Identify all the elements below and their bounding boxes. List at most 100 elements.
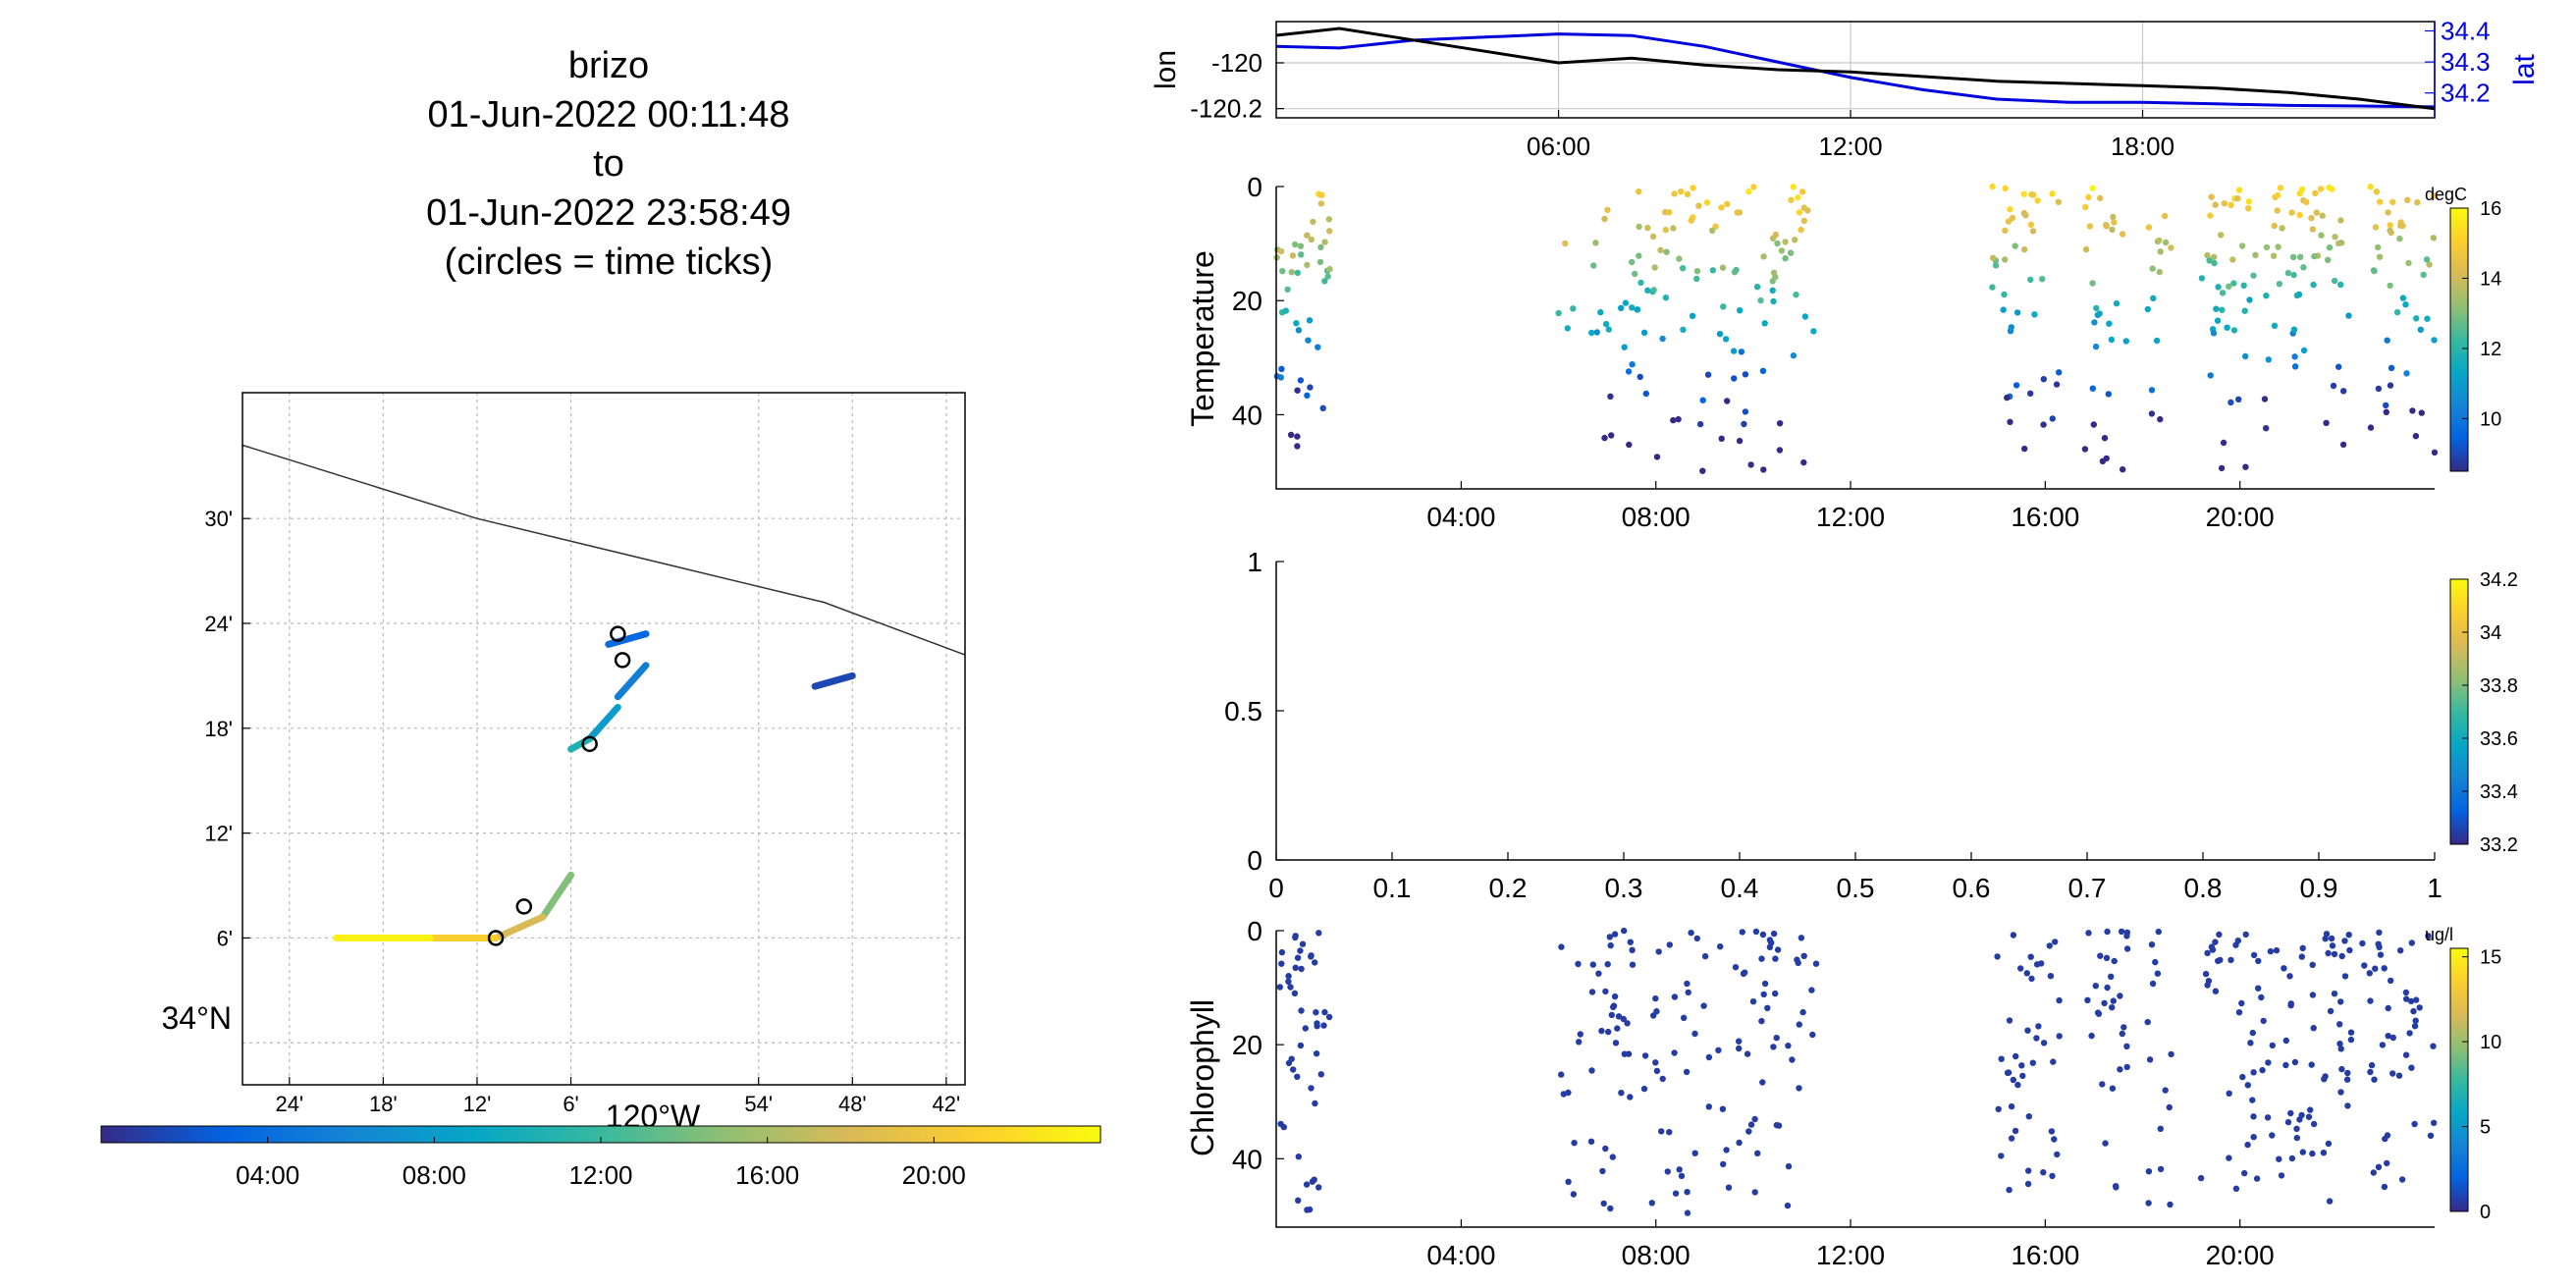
chlorophyll-point (1744, 1050, 1751, 1057)
chlorophyll-point (2110, 997, 2117, 1004)
temperature-point (1317, 243, 1324, 250)
temperature-point (2311, 252, 2318, 260)
chlorophyll-point (2298, 953, 2305, 960)
salinity-x-tick-label: 0.6 (1953, 873, 1991, 903)
salinity-panel: 0 0.1 0.2 0.3 0.4 0.5 0.6 0.7 0.8 0.9 110.50 34.23… (1224, 547, 2518, 903)
chlorophyll-point (1994, 953, 2001, 960)
temperature-point (2383, 402, 2389, 409)
track-segment (614, 662, 650, 701)
temperature-x-tick-label: 08:00 (1622, 502, 1690, 532)
chlorophyll-point (1754, 1150, 1761, 1157)
temperature-point (1657, 246, 1664, 253)
chlorophyll-point (1772, 990, 1779, 997)
temperature-point (2396, 235, 2403, 242)
temperature-point (1297, 377, 1305, 384)
salinity-colorbar-tick-label: 34 (2480, 622, 2501, 644)
temperature-point (2094, 311, 2101, 318)
chlorophyll-point (1315, 930, 1322, 937)
temperature-point (2399, 295, 2407, 301)
temperature-point (2007, 418, 2013, 425)
temperature-point (2211, 259, 2218, 267)
salinity-x-tick-label: 0.9 (2300, 873, 2338, 903)
chlorophyll-point (1627, 939, 1635, 945)
chlorophyll-point (2284, 1118, 2292, 1126)
chlorophyll-point (1759, 1079, 1766, 1086)
temperature-point (2106, 320, 2113, 327)
chlorophyll-point (1314, 1023, 1320, 1030)
temperature-point (2148, 410, 2156, 417)
chlorophyll-point (1736, 1045, 1743, 1052)
temperature-point (1736, 437, 1744, 445)
temperature-point (2153, 337, 2161, 345)
temperature-point (2417, 326, 2424, 333)
chlorophyll-point (1773, 1035, 1780, 1042)
chlorophyll-point (2402, 1051, 2410, 1058)
map-grid (242, 393, 965, 1085)
chlorophyll-point (1587, 1138, 1595, 1146)
temperature-point (2291, 353, 2298, 360)
chlorophyll-points (1276, 927, 2438, 1216)
temperature-point (2296, 211, 2303, 219)
temperature-y-tick-label: 20 (1232, 286, 1262, 316)
chlorophyll-point (1589, 961, 1597, 968)
chlorophyll-point (2025, 1167, 2032, 1174)
chlorophyll-point (1658, 1128, 1665, 1135)
chlorophyll-point (1796, 1085, 1802, 1092)
chlorophyll-point (2168, 1050, 2174, 1058)
chlorophyll-point (2239, 1073, 2246, 1081)
temperature-point (1284, 286, 1291, 293)
chlorophyll-point (1292, 964, 1299, 971)
chlorophyll-point (1652, 1059, 1659, 1066)
chlorophyll-point (2212, 939, 2219, 945)
temperature-point (1699, 467, 1706, 474)
temperature-point (2156, 237, 2163, 244)
temperature-point (2235, 396, 2242, 402)
temperature-point (1693, 275, 1700, 283)
temperature-point (1588, 329, 1595, 337)
chlorophyll-point (1285, 973, 1292, 980)
temperature-point (2021, 246, 2028, 253)
chlorophyll-point (1715, 1046, 1722, 1054)
temperature-point (2241, 307, 2248, 314)
temperature-point (2227, 201, 2234, 208)
temperature-point (1693, 268, 1701, 275)
lon-series-line (1275, 27, 2436, 111)
chlorophyll-point (2338, 1065, 2345, 1073)
chlorophyll-point (1676, 1166, 1683, 1173)
lon-y-tick-label: -120 (1211, 48, 1262, 78)
temperature-point (2089, 280, 2096, 287)
chlorophyll-point (2416, 1004, 2423, 1011)
title-line-start: 01-Jun-2022 00:11:48 (427, 94, 790, 135)
temperature-point (1769, 287, 1776, 294)
lat-axis-label: lat (2508, 53, 2541, 84)
chlorophyll-point (2328, 935, 2335, 942)
chlorophyll-point (1995, 1105, 2002, 1113)
chlorophyll-point (2157, 1125, 2164, 1133)
temperature-point (2230, 327, 2238, 334)
chlorophyll-point (2056, 996, 2063, 1004)
chlorophyll-point (2389, 1034, 2396, 1042)
chlorophyll-point (2293, 1125, 2300, 1133)
chlorophyll-point (1299, 940, 1307, 947)
chlorophyll-point (2104, 984, 2111, 992)
temperature-point (2027, 276, 2034, 284)
track-segment (605, 630, 650, 648)
chlorophyll-point (2264, 1114, 2272, 1121)
title-line-end: 01-Jun-2022 23:58:49 (426, 192, 791, 234)
temperature-point (1678, 188, 1685, 195)
chlorophyll-point (1766, 937, 1774, 943)
temperature-ticks: 04:00 08:00 12:00 16:00 20:00 0 20 40 (1232, 172, 2275, 532)
temperature-point (2409, 407, 2416, 414)
chlorophyll-point (1292, 934, 1299, 941)
temperature-point (1622, 299, 1630, 306)
chlorophyll-point (2372, 965, 2379, 972)
chlorophyll-point (2054, 1151, 2061, 1158)
temperature-point (1810, 328, 1817, 335)
time-colorbar-ticks: 04:00 08:00 12:00 16:00 20:00 (236, 1137, 966, 1190)
temperature-point (2367, 424, 2375, 431)
temperature-point (2404, 196, 2411, 203)
temperature-point (1689, 312, 1696, 319)
chlorophyll-point (2388, 977, 2394, 985)
chlorophyll-point (1610, 1003, 1617, 1010)
temperature-point (2414, 199, 2421, 206)
